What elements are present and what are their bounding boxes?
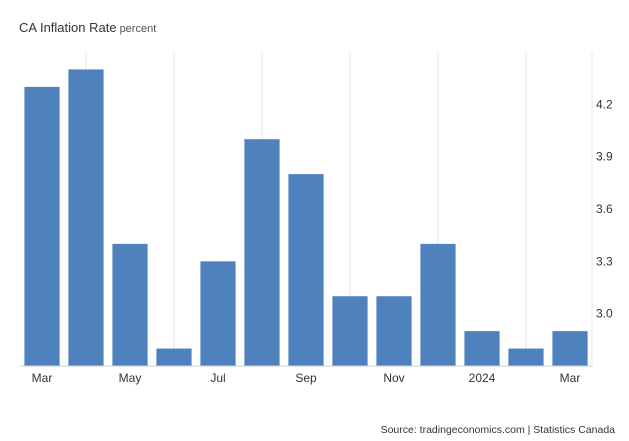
y-tick-label: 3.0 xyxy=(596,307,613,321)
x-tick-label: Sep xyxy=(295,371,317,385)
x-tick-label: Mar xyxy=(32,371,53,385)
bar xyxy=(508,348,544,366)
bar xyxy=(464,331,500,366)
x-tick-label: May xyxy=(119,371,142,385)
source-note: Source: tradingeconomics.com | Statistic… xyxy=(380,424,615,436)
bar xyxy=(156,348,192,366)
y-tick-label: 3.9 xyxy=(596,150,613,164)
y-tick-label: 3.3 xyxy=(596,254,613,268)
bar xyxy=(112,243,148,366)
bar xyxy=(376,296,412,366)
chart-title-text: CA Inflation Rate xyxy=(19,20,117,35)
bar xyxy=(420,243,456,366)
chart-unit-label: percent xyxy=(119,23,157,35)
bar xyxy=(288,174,324,366)
y-tick-label: 3.6 xyxy=(596,202,613,216)
bar xyxy=(244,139,280,366)
bar xyxy=(24,86,60,366)
x-tick-label: Nov xyxy=(383,371,404,385)
x-tick-label: Jul xyxy=(210,371,225,385)
bars xyxy=(24,69,588,366)
bar xyxy=(332,296,368,366)
chart-title: CA Inflation Rate percent xyxy=(19,20,156,35)
bar xyxy=(200,261,236,366)
bar xyxy=(68,69,104,366)
y-tick-label: 4.2 xyxy=(596,97,613,111)
x-tick-label: 2024 xyxy=(469,371,496,385)
bar xyxy=(552,331,588,366)
tick-labels: 3.0 3.3 3.6 3.9 4.2 Mar May Jul Sep Nov 2024 Mar xyxy=(32,97,613,385)
x-tick-label: Mar xyxy=(560,371,581,385)
